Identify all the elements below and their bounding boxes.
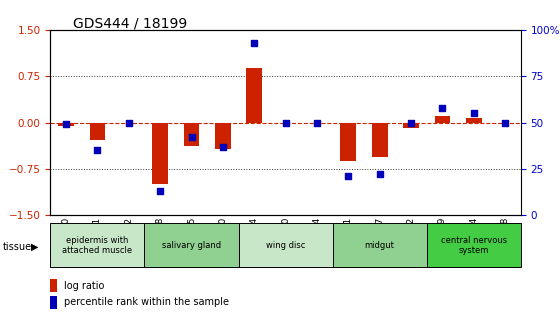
Point — [312, 120, 321, 125]
Point — [187, 135, 196, 140]
Point — [218, 144, 227, 149]
Text: log ratio: log ratio — [64, 281, 105, 291]
Bar — [435, 117, 450, 123]
Text: wing disc: wing disc — [266, 241, 305, 250]
Point — [156, 188, 165, 194]
Text: midgut: midgut — [365, 241, 395, 250]
Point — [124, 120, 133, 125]
Point — [375, 172, 384, 177]
Point — [62, 122, 71, 127]
Bar — [215, 123, 231, 149]
Text: GDS444 / 18199: GDS444 / 18199 — [73, 17, 187, 31]
Text: salivary gland: salivary gland — [162, 241, 221, 250]
Point — [469, 111, 478, 116]
FancyBboxPatch shape — [144, 223, 239, 267]
Bar — [246, 69, 262, 123]
Point — [281, 120, 290, 125]
FancyBboxPatch shape — [427, 223, 521, 267]
FancyBboxPatch shape — [333, 223, 427, 267]
Point — [438, 105, 447, 111]
Bar — [58, 123, 74, 126]
Text: central nervous
system: central nervous system — [441, 236, 507, 255]
Point — [93, 148, 102, 153]
Bar — [403, 123, 419, 128]
Point — [501, 120, 510, 125]
Bar — [466, 118, 482, 123]
Bar — [340, 123, 356, 161]
Text: ▶: ▶ — [31, 242, 38, 252]
Text: percentile rank within the sample: percentile rank within the sample — [64, 297, 230, 307]
Text: epidermis with
attached muscle: epidermis with attached muscle — [62, 236, 133, 255]
Point — [250, 41, 259, 46]
Bar — [372, 123, 388, 157]
Bar — [90, 123, 105, 140]
Bar — [152, 123, 168, 184]
Point — [344, 173, 353, 179]
Point — [407, 120, 416, 125]
Text: tissue: tissue — [3, 242, 32, 252]
Bar — [184, 123, 199, 146]
FancyBboxPatch shape — [239, 223, 333, 267]
FancyBboxPatch shape — [50, 223, 144, 267]
